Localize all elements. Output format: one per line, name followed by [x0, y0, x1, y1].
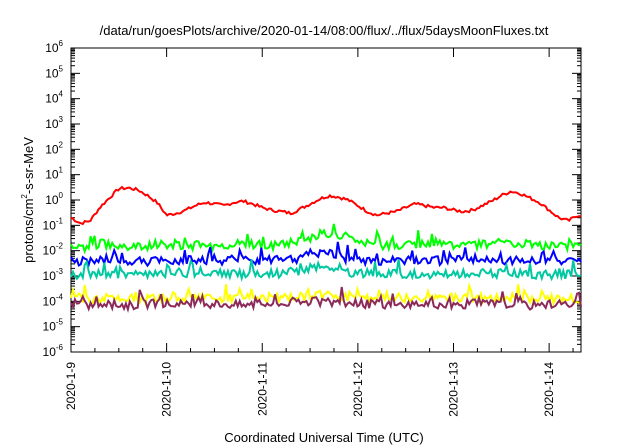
x-axis-label: Coordinated Universal Time (UTC) — [224, 430, 423, 445]
y-tick-exp: -5 — [56, 318, 64, 327]
y-tick-label: 10-1 — [43, 216, 64, 232]
y-axis-label-rest: -s-sr-MeV — [21, 137, 36, 194]
chart-title: /data/run/goesPlots/archive/2020-01-14/0… — [100, 23, 549, 38]
y-tick-base: 10 — [45, 168, 59, 182]
y-tick-exp: 3 — [59, 115, 64, 124]
y-axis: 10-610-510-410-310-210-11001011021031041… — [43, 39, 581, 359]
y-tick-base: 10 — [45, 92, 59, 106]
y-axis-label-sup: 2 — [20, 194, 29, 199]
y-tick-label: 10-6 — [43, 343, 64, 359]
x-tick-label: 2020-1-13 — [447, 362, 461, 417]
y-tick-exp: -3 — [56, 267, 64, 276]
y-tick-exp: 5 — [59, 64, 64, 73]
y-tick-label: 10-2 — [43, 242, 64, 258]
y-tick-label: 10-4 — [43, 292, 64, 308]
x-tick-label: 2020-1-12 — [351, 362, 365, 417]
y-tick-label: 105 — [45, 64, 63, 80]
series-line-2 — [70, 241, 582, 269]
y-tick-base: 10 — [43, 218, 57, 232]
y-tick-exp: 0 — [59, 191, 64, 200]
y-tick-base: 10 — [43, 244, 57, 258]
y-tick-exp: -2 — [56, 242, 64, 251]
series-line-0 — [70, 185, 582, 226]
y-axis-label-unit: protons/cm — [21, 199, 36, 263]
y-tick-exp: 4 — [59, 90, 64, 99]
x-tick-label: 2020-1-14 — [542, 362, 556, 417]
y-tick-label: 104 — [45, 90, 63, 106]
series-line-5 — [70, 286, 582, 314]
series-line-1 — [70, 223, 582, 255]
x-axis: 2020-1-9 2020-1-10 2020-1-11 2020-1-12 2020-… — [64, 48, 574, 417]
y-tick-label: 10-5 — [43, 318, 64, 334]
y-tick-label: 103 — [45, 115, 63, 131]
y-tick-base: 10 — [43, 320, 57, 334]
series-line-4 — [70, 281, 582, 307]
y-tick-base: 10 — [43, 294, 57, 308]
y-tick-exp: -4 — [56, 292, 64, 301]
y-tick-label: 10-3 — [43, 267, 64, 283]
series-line-3 — [70, 259, 582, 283]
y-tick-label: 102 — [45, 140, 63, 156]
y-axis-label: protons/cm2-s-sr-MeV — [20, 137, 36, 263]
y-tick-exp: 6 — [59, 39, 64, 48]
y-tick-base: 10 — [43, 269, 57, 283]
y-tick-exp: -6 — [56, 343, 64, 352]
y-tick-label: 106 — [45, 39, 63, 55]
y-tick-exp: 2 — [59, 140, 64, 149]
y-tick-base: 10 — [43, 345, 57, 359]
y-tick-base: 10 — [45, 41, 59, 55]
y-tick-label: 101 — [45, 166, 63, 182]
y-tick-label: 100 — [45, 191, 63, 207]
x-tick-label: 2020-1-9 — [64, 362, 78, 410]
y-tick-exp: -1 — [56, 216, 64, 225]
y-tick-base: 10 — [45, 117, 59, 131]
y-tick-base: 10 — [45, 142, 59, 156]
y-tick-exp: 1 — [59, 166, 64, 175]
x-tick-label: 2020-1-11 — [255, 362, 269, 416]
y-tick-base: 10 — [45, 66, 59, 80]
series-group — [70, 185, 582, 314]
y-tick-base: 10 — [45, 193, 59, 207]
x-tick-label: 2020-1-10 — [160, 362, 174, 417]
